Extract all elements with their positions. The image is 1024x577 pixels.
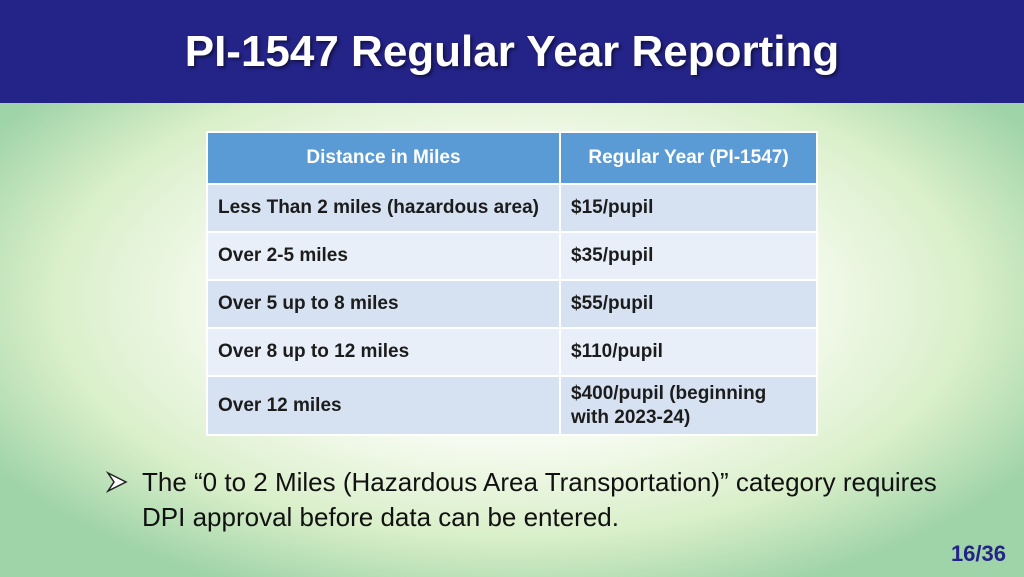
rate-cell: $55/pupil: [559, 279, 818, 329]
rate-cell: $35/pupil: [559, 231, 818, 281]
rate-cell: $400/pupil (beginning with 2023-24): [559, 375, 818, 436]
distance-cell: Over 2-5 miles: [206, 231, 561, 281]
table-row: Over 8 up to 12 miles $110/pupil: [206, 327, 818, 377]
rate-table: Distance in Miles Regular Year (PI-1547)…: [206, 131, 818, 436]
distance-cell: Over 8 up to 12 miles: [206, 327, 561, 377]
table-header-row: Distance in Miles Regular Year (PI-1547): [206, 131, 818, 185]
distance-cell: Over 12 miles: [206, 375, 561, 436]
table-row: Over 5 up to 8 miles $55/pupil: [206, 279, 818, 329]
bullet-arrow: [106, 471, 128, 493]
table-body: Less Than 2 miles (hazardous area) $15/pu…: [206, 183, 818, 436]
rate-cell: $15/pupil: [559, 183, 818, 233]
column-header: Distance in Miles: [206, 131, 561, 185]
page-number: 16/36: [950, 541, 1006, 566]
table-row: Less Than 2 miles (hazardous area) $15/pu…: [206, 183, 818, 233]
slide-title: PI-1547 Regular Year Reporting: [184, 26, 840, 76]
table-row: Over 2-5 miles $35/pupil: [206, 231, 818, 281]
column-header: Regular Year (PI-1547): [559, 131, 818, 185]
rate-cell: $110/pupil: [559, 327, 818, 377]
header-bar: PI-1547 Regular Year Reporting: [0, 0, 1024, 103]
table-row: Over 12 miles $400/pupil (beginning with …: [206, 375, 818, 436]
distance-cell: Less Than 2 miles (hazardous area): [206, 183, 561, 233]
bullet-text: The “0 to 2 Miles (Hazardous Area Transp…: [142, 467, 937, 532]
distance-cell: Over 5 up to 8 miles: [206, 279, 561, 329]
